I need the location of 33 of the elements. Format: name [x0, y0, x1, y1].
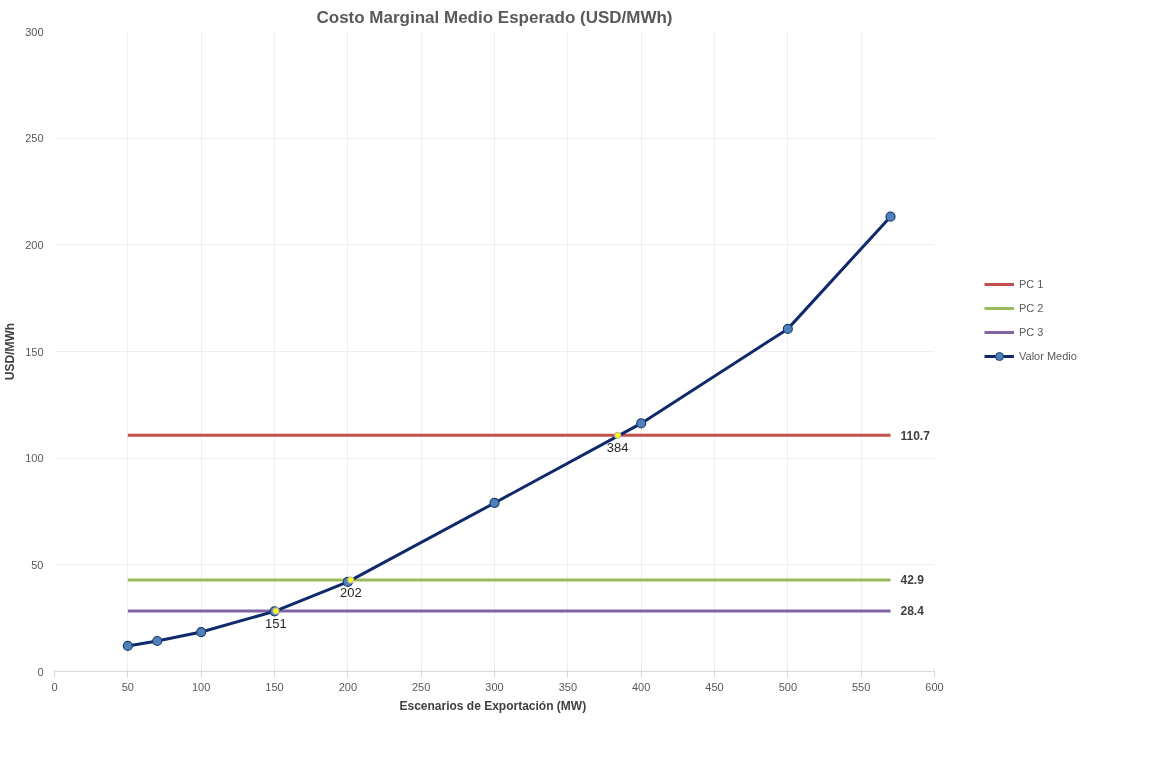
x-tick-label: 50	[121, 680, 134, 693]
x-tick-label: 600	[925, 680, 944, 693]
y-tick-label: 0	[37, 665, 44, 678]
y-tick-label: 100	[25, 452, 44, 465]
y-tick-label: 150	[25, 345, 44, 358]
y-tick-label: 250	[25, 132, 44, 145]
x-tick-label: 500	[778, 680, 798, 693]
x-tick-label: 250	[411, 680, 431, 693]
x-tick-label: 100	[191, 680, 211, 693]
x-tick-label: 400	[631, 680, 651, 693]
legend-label: Valor Medio	[1019, 350, 1077, 362]
y-tick-label: 300	[25, 25, 44, 38]
x-axis-title: Escenarios de Exportación (MW)	[399, 698, 587, 713]
legend-label: PC 3	[1019, 326, 1044, 338]
data-label: 42.9	[900, 573, 925, 588]
y-tick-label: 50	[31, 558, 44, 571]
legend-label: PC 1	[1019, 278, 1044, 290]
data-label: 28.4	[900, 604, 925, 619]
annotation: 384	[606, 440, 629, 456]
annotation: 202	[339, 584, 362, 600]
x-tick-label: 0	[51, 680, 58, 693]
x-tick-label: 300	[485, 680, 504, 693]
y-axis-title: USD/MWh	[3, 322, 18, 381]
x-tick-label: 200	[338, 680, 358, 693]
chart-title: Costo Marginal Medio Esperado (USD/MWh)	[316, 7, 673, 27]
x-tick-label: 350	[558, 680, 578, 693]
annotation: 151	[265, 615, 287, 631]
x-tick-label: 150	[265, 680, 284, 693]
legend-label: PC 2	[1019, 302, 1044, 314]
data-label: 110.7	[900, 428, 931, 443]
x-tick-label: 550	[851, 680, 871, 693]
y-tick-label: 200	[25, 238, 44, 251]
x-tick-label: 450	[705, 680, 724, 693]
